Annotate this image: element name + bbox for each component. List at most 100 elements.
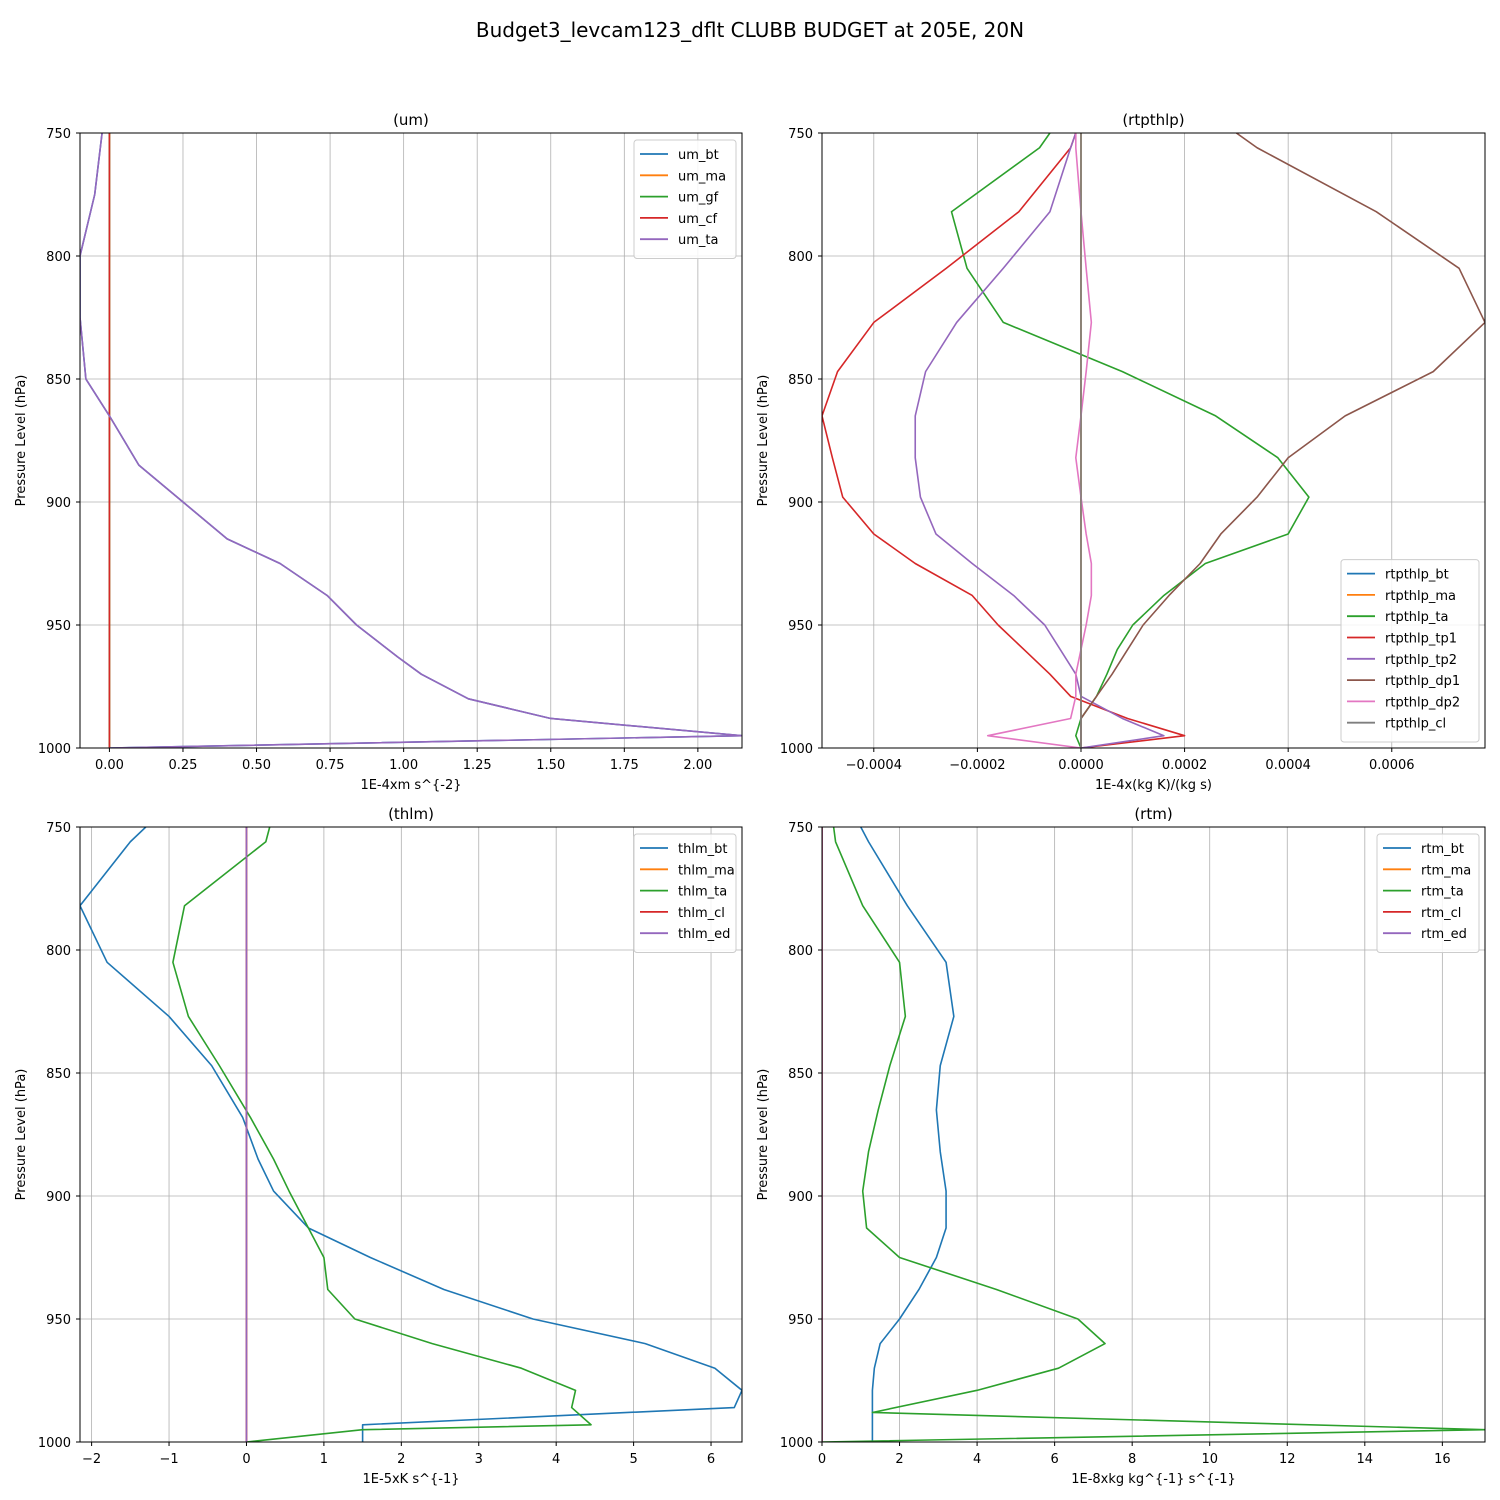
x-tick-label: 0 xyxy=(242,1452,250,1467)
x-tick-label: 0.00 xyxy=(95,758,124,773)
y-tick-label: 1000 xyxy=(38,742,71,757)
x-tick-label: −0.0004 xyxy=(846,758,902,773)
x-tick-label: −0.0002 xyxy=(949,758,1005,773)
legend-box xyxy=(1376,833,1480,953)
legend-label-rtm_cl: rtm_cl xyxy=(1421,906,1461,921)
plot-frame xyxy=(821,132,1486,749)
series-line-rtm_ta xyxy=(822,827,1485,1442)
series-line-rtpthlp_dp1 xyxy=(1080,133,1485,748)
legend-box xyxy=(633,139,737,259)
legend-label-rtm_ed: rtm_ed xyxy=(1421,927,1467,942)
x-tick-label: 14 xyxy=(1357,1452,1374,1467)
legend-label-rtpthlp_ta: rtpthlp_ta xyxy=(1385,610,1448,625)
legend-label-thlm_bt: thlm_bt xyxy=(678,842,727,857)
x-tick-label: 2 xyxy=(397,1452,405,1467)
legend-label-rtpthlp_tp1: rtpthlp_tp1 xyxy=(1385,632,1457,647)
x-tick-label: 0 xyxy=(818,1452,826,1467)
legend-label-rtpthlp_dp2: rtpthlp_dp2 xyxy=(1385,695,1460,710)
panel-title: (thlm) xyxy=(388,805,434,823)
legend-label-thlm_ed: thlm_ed xyxy=(678,927,730,942)
x-tick-label: 1 xyxy=(320,1452,328,1467)
y-tick-label: 750 xyxy=(788,127,813,142)
series-line-rtpthlp_dp2 xyxy=(986,133,1093,748)
y-tick-label: 800 xyxy=(788,250,813,265)
series-group xyxy=(822,133,1485,748)
x-tick-label: 8 xyxy=(1128,1452,1136,1467)
x-tick-label: −2 xyxy=(82,1452,101,1467)
x-tick-label: 0.25 xyxy=(169,758,198,773)
x-tick-label: 0.0006 xyxy=(1369,758,1415,773)
y-tick-label: 950 xyxy=(46,619,71,634)
x-tick-label: 12 xyxy=(1279,1452,1296,1467)
plot-frame xyxy=(821,826,1486,1443)
x-tick-label: 6 xyxy=(1050,1452,1058,1467)
legend-label-rtpthlp_cl: rtpthlp_cl xyxy=(1385,717,1446,732)
y-axis-label: Pressure Level (hPa) xyxy=(14,1069,29,1201)
x-tick-label: 1.50 xyxy=(536,758,565,773)
series-line-um_ta xyxy=(80,133,742,748)
x-axis-label: 1E-4x(kg K)/(kg s) xyxy=(1095,778,1212,793)
panel-rtm: 0 2 4 6 8 10 12 14 16 750 800 850 900 950 1000 (rtm) 1E-… xyxy=(756,805,1486,1487)
x-tick-label: 0.75 xyxy=(316,758,345,773)
panel-thlm: −2 −1 0 1 2 3 4 5 6 750 800 850 900 950 1000 (thlm) 1E-5… xyxy=(14,805,743,1487)
legend-box xyxy=(633,833,737,953)
series-line-rtpthlp_tp1 xyxy=(822,133,1186,748)
series-group xyxy=(822,827,1485,1442)
y-tick-label: 850 xyxy=(788,1067,813,1082)
panel-um: 0.00 0.25 0.50 0.75 1.00 1.25 1.50 1.75 2.00 750 8… xyxy=(14,111,743,793)
y-tick-label: 950 xyxy=(788,619,813,634)
legend: rtpthlp_bt rtpthlp_ma rtpthlp_ta rtpthlp_tp… xyxy=(1340,559,1480,743)
legend: um_bt um_ma um_gf um_cf um_ta xyxy=(633,139,737,259)
figure-title: Budget3_levcam123_dflt CLUBB BUDGET at 2… xyxy=(476,18,1024,42)
legend-label-um_ma: um_ma xyxy=(678,169,726,184)
legend: thlm_bt thlm_ma thlm_ta thlm_cl thlm_ed xyxy=(633,833,737,953)
x-tick-label: 2 xyxy=(895,1452,903,1467)
legend: rtm_bt rtm_ma rtm_ta rtm_cl rtm_ed xyxy=(1376,833,1480,953)
y-tick-label: 1000 xyxy=(38,1436,71,1451)
y-tick-label: 1000 xyxy=(780,1436,813,1451)
x-tick-label: 0.50 xyxy=(242,758,271,773)
y-axis-label: Pressure Level (hPa) xyxy=(14,375,29,507)
legend-label-thlm_ta: thlm_ta xyxy=(678,885,727,900)
x-tick-label: 10 xyxy=(1201,1452,1218,1467)
x-tick-label: 0.0000 xyxy=(1058,758,1104,773)
y-tick-label: 900 xyxy=(46,496,71,511)
legend-label-um_cf: um_cf xyxy=(678,212,718,227)
legend-label-um_gf: um_gf xyxy=(678,191,719,206)
series-group xyxy=(80,133,742,748)
x-tick-label: 16 xyxy=(1434,1452,1451,1467)
series-group xyxy=(80,827,742,1442)
legend-label-um_bt: um_bt xyxy=(678,148,719,163)
panel-title: (um) xyxy=(393,111,429,129)
y-tick-label: 750 xyxy=(788,821,813,836)
legend-label-rtpthlp_bt: rtpthlp_bt xyxy=(1385,568,1449,583)
legend-label-rtpthlp_dp1: rtpthlp_dp1 xyxy=(1385,674,1460,689)
panel-title: (rtm) xyxy=(1134,805,1172,823)
y-tick-label: 750 xyxy=(46,127,71,142)
y-tick-label: 850 xyxy=(46,373,71,388)
y-tick-label: 950 xyxy=(46,1313,71,1328)
y-tick-label: 900 xyxy=(788,1190,813,1205)
plot-frame xyxy=(79,826,743,1443)
x-tick-label: 3 xyxy=(475,1452,483,1467)
legend-label-rtpthlp_ma: rtpthlp_ma xyxy=(1385,589,1456,604)
x-tick-label: 4 xyxy=(973,1452,981,1467)
y-tick-label: 800 xyxy=(788,944,813,959)
y-axis-label: Pressure Level (hPa) xyxy=(756,1069,771,1201)
legend-label-thlm_ma: thlm_ma xyxy=(678,863,735,878)
legend-label-rtm_bt: rtm_bt xyxy=(1421,842,1464,857)
legend-label-rtm_ta: rtm_ta xyxy=(1421,885,1464,900)
y-tick-label: 1000 xyxy=(780,742,813,757)
y-tick-label: 950 xyxy=(788,1313,813,1328)
x-tick-label: −1 xyxy=(159,1452,178,1467)
x-tick-label: 2.00 xyxy=(683,758,712,773)
legend-label-thlm_cl: thlm_cl xyxy=(678,906,725,921)
y-tick-label: 800 xyxy=(46,944,71,959)
x-tick-label: 1.75 xyxy=(610,758,639,773)
x-tick-label: 0.0004 xyxy=(1265,758,1311,773)
y-axis-label: Pressure Level (hPa) xyxy=(756,375,771,507)
x-tick-label: 0.0002 xyxy=(1162,758,1208,773)
x-axis-label: 1E-8xkg kg^{-1} s^{-1} xyxy=(1071,1472,1236,1487)
y-tick-label: 850 xyxy=(788,373,813,388)
